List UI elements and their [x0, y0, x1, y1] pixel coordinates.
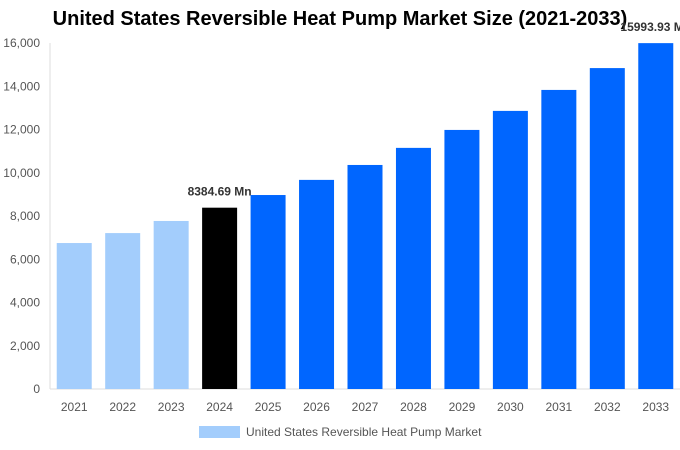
bar-2023 — [153, 220, 189, 389]
y-tick-label: 10,000 — [3, 166, 40, 180]
bar-2022 — [105, 233, 141, 389]
x-tick-label: 2023 — [158, 400, 185, 414]
bar-2021 — [56, 243, 92, 389]
chart-title: United States Reversible Heat Pump Marke… — [52, 8, 628, 30]
y-tick-label: 6,000 — [10, 252, 40, 266]
y-tick-label: 12,000 — [3, 123, 40, 137]
y-tick-label: 14,000 — [3, 79, 40, 93]
x-tick-label: 2025 — [255, 400, 282, 414]
x-tick-label: 2024 — [206, 400, 233, 414]
x-tick-label: 2030 — [497, 400, 524, 414]
legend: United States Reversible Heat Pump Marke… — [199, 425, 481, 439]
x-tick-label: 2027 — [352, 400, 379, 414]
bar-2031 — [541, 89, 577, 390]
bar-2024 — [202, 207, 238, 389]
x-tick-label: 2028 — [400, 400, 427, 414]
y-tick-label: 16,000 — [3, 36, 40, 50]
legend-label: United States Reversible Heat Pump Marke… — [246, 425, 482, 439]
y-tick-label: 4,000 — [10, 296, 40, 310]
legend-swatch — [199, 426, 240, 438]
y-tick-label: 0 — [33, 382, 40, 396]
x-tick-label: 2029 — [449, 400, 476, 414]
x-tick-label: 2031 — [545, 400, 572, 414]
x-tick-label: 2032 — [594, 400, 621, 414]
data-label: 15993.93 Mn — [620, 20, 680, 34]
bar-2026 — [299, 179, 335, 389]
data-label: 8384.69 Mn — [188, 185, 252, 199]
bar-2028 — [395, 147, 431, 389]
x-tick-label: 2026 — [303, 400, 330, 414]
bar-2025 — [250, 195, 286, 389]
x-tick-label: 2022 — [109, 400, 136, 414]
bar-2033 — [638, 43, 674, 390]
bar-2032 — [589, 68, 625, 390]
bar-2027 — [347, 164, 383, 389]
x-tick-label: 2021 — [61, 400, 88, 414]
bar-2029 — [444, 129, 480, 389]
y-tick-label: 2,000 — [10, 339, 40, 353]
y-tick-label: 8,000 — [10, 209, 40, 223]
bar-2030 — [492, 110, 528, 389]
x-tick-label: 2033 — [642, 400, 669, 414]
